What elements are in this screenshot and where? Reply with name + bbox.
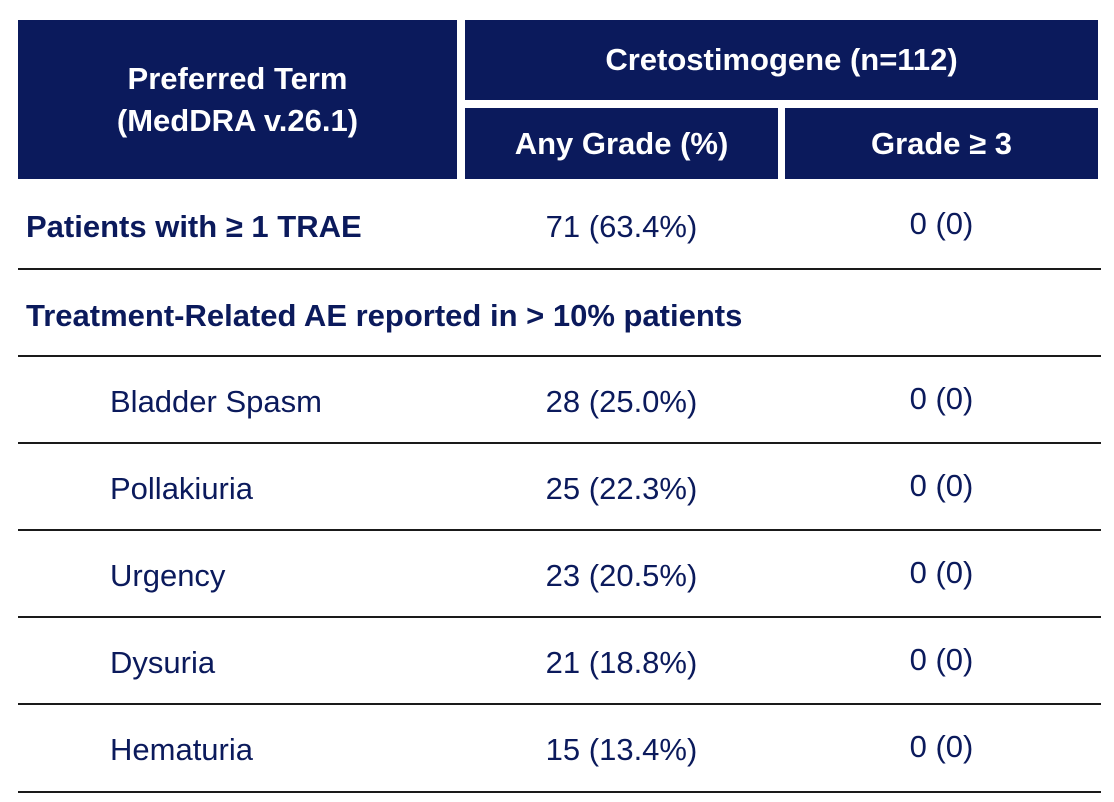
summary-any-grade: 71 (63.4%) [545, 209, 698, 244]
row-any-grade: 21 (18.8%) [545, 645, 698, 680]
row-term: Urgency [110, 558, 226, 593]
row-term: Pollakiuria [110, 471, 254, 506]
summary-grade3: 0 (0) [909, 206, 974, 241]
section-label: Treatment-Related AE reported in > 10% p… [26, 298, 743, 333]
row-grade3: 0 (0) [909, 555, 974, 590]
row-any-grade: 15 (13.4%) [545, 732, 698, 767]
row-grade3: 0 (0) [909, 729, 974, 764]
row-any-grade: 23 (20.5%) [545, 558, 698, 593]
table-row: Hematuria 15 (13.4%) 0 (0) [18, 705, 1101, 793]
table-row-section: Treatment-Related AE reported in > 10% p… [18, 270, 1101, 357]
summary-label: Patients with ≥ 1 TRAE [26, 209, 362, 244]
row-grade3: 0 (0) [909, 642, 974, 677]
header-preferred-term: Preferred Term (MedDRA v.26.1) [18, 20, 457, 179]
row-term: Hematuria [110, 732, 253, 767]
header-any-grade: Any Grade (%) [465, 108, 778, 179]
header-any-grade-label: Any Grade (%) [514, 125, 729, 161]
header-term-line1: Preferred Term [127, 60, 348, 96]
row-grade3: 0 (0) [909, 468, 974, 503]
row-term: Bladder Spasm [110, 384, 322, 419]
table-row: Dysuria 21 (18.8%) 0 (0) [18, 618, 1101, 705]
header-grade3: Grade ≥ 3 [785, 108, 1098, 179]
table-row: Pollakiuria 25 (22.3%) 0 (0) [18, 444, 1101, 531]
table-row: Urgency 23 (20.5%) 0 (0) [18, 531, 1101, 618]
row-any-grade: 28 (25.0%) [545, 384, 698, 419]
header-grade3-label: Grade ≥ 3 [870, 125, 1013, 161]
header-group-label: Cretostimogene (n=112) [605, 42, 958, 77]
table-row: Bladder Spasm 28 (25.0%) 0 (0) [18, 357, 1101, 444]
row-term: Dysuria [110, 645, 216, 680]
table-row-summary: Patients with ≥ 1 TRAE 71 (63.4%) 0 (0) [18, 180, 1101, 270]
row-grade3: 0 (0) [909, 381, 974, 416]
header-term-line2: (MedDRA v.26.1) [116, 102, 359, 138]
row-any-grade: 25 (22.3%) [545, 471, 698, 506]
header-group-cretostimogene: Cretostimogene (n=112) [465, 20, 1098, 100]
